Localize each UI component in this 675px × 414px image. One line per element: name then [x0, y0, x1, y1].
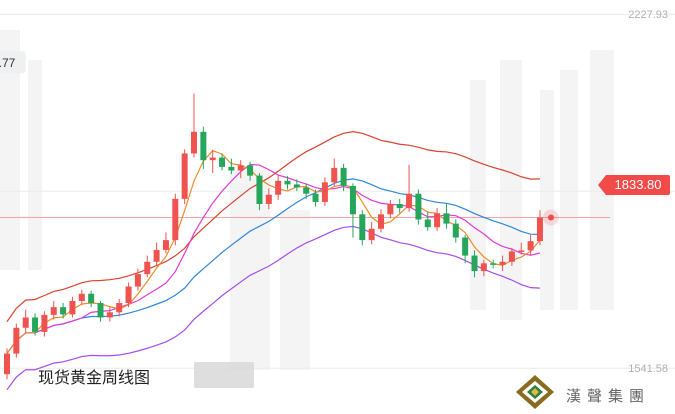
- candle-body: [434, 213, 441, 228]
- candle-body: [228, 166, 235, 171]
- candle-body: [275, 180, 282, 195]
- bollinger-lower-line: [6, 225, 540, 391]
- watermark-block: [0, 30, 20, 270]
- redacted-box: [194, 362, 254, 388]
- peak-label: 2074.77: [0, 56, 16, 70]
- candle-body: [518, 250, 525, 252]
- candle-body: [490, 263, 497, 265]
- diamond-logo-icon: [516, 375, 554, 409]
- candle-body: [41, 314, 48, 332]
- candle-body: [265, 194, 272, 204]
- current-price-tag: 1833.80: [598, 175, 670, 195]
- candle-body: [396, 204, 403, 209]
- candle-body: [499, 261, 506, 265]
- y-tick-label: 2227.93: [628, 9, 668, 21]
- candle-body: [321, 182, 328, 202]
- y-tick-label: 1541.58: [628, 363, 668, 375]
- candle-body: [78, 293, 85, 301]
- candle-body: [527, 241, 534, 251]
- candle-body: [303, 187, 310, 194]
- candle-body: [162, 240, 169, 250]
- candle-body: [97, 303, 104, 318]
- watermark-block: [540, 90, 554, 310]
- peak-label-box: [0, 51, 26, 74]
- candle-body: [134, 274, 141, 287]
- candle-body: [387, 204, 394, 215]
- candle-body: [4, 353, 10, 375]
- candle-body: [22, 317, 29, 328]
- watermark-block: [230, 170, 270, 370]
- candle-body: [415, 193, 422, 220]
- candle-body: [209, 157, 216, 161]
- bollinger-upper-line: [6, 131, 540, 322]
- brand-name: 漢聲集團: [566, 387, 651, 405]
- candle-body: [284, 180, 291, 185]
- candle-body: [191, 131, 197, 154]
- candle-body: [125, 286, 132, 304]
- candle-body: [536, 217, 543, 242]
- candle-body: [471, 255, 478, 272]
- candle-body: [368, 228, 375, 241]
- candle-body: [331, 167, 338, 183]
- candle-body: [293, 184, 300, 188]
- candle-body: [69, 300, 76, 315]
- candle-body: [508, 251, 515, 262]
- candle-body: [359, 214, 366, 241]
- candle-body: [200, 131, 207, 161]
- watermark-block: [500, 60, 522, 320]
- candle-body: [312, 193, 319, 202]
- candle-body: [13, 327, 20, 354]
- candle-body: [349, 185, 356, 215]
- candle-body: [424, 219, 431, 228]
- candle-body: [153, 249, 160, 262]
- brand-watermark: 漢聲集團: [512, 373, 672, 411]
- watermark-block: [280, 210, 310, 370]
- watermark-block: [560, 70, 578, 310]
- current-price-dot: [547, 214, 554, 221]
- candle-body: [181, 153, 188, 199]
- candle-body: [480, 263, 487, 272]
- candle-body: [237, 165, 244, 171]
- candle-body: [378, 214, 384, 229]
- chart-caption: 现货黄金周线图: [38, 368, 151, 387]
- ma-mid-line: [6, 163, 541, 354]
- candle-body: [340, 167, 347, 186]
- watermark-block: [28, 60, 42, 270]
- candle-body: [462, 237, 469, 256]
- candle-body: [443, 213, 450, 224]
- candle-body: [219, 157, 226, 167]
- candle-body: [256, 175, 263, 204]
- candle-body: [88, 293, 95, 304]
- candle-body: [452, 223, 459, 238]
- candle-body: [406, 193, 413, 209]
- candle-body: [247, 165, 254, 176]
- candle-body: [172, 198, 179, 241]
- candle-body: [50, 307, 57, 315]
- candle-body: [32, 317, 39, 332]
- ma-short-line: [6, 150, 541, 354]
- candle-body: [60, 307, 67, 315]
- candle-body: [106, 312, 113, 318]
- candle-body: [116, 303, 123, 313]
- ma-long-line: [6, 178, 540, 354]
- candle-body: [144, 261, 151, 275]
